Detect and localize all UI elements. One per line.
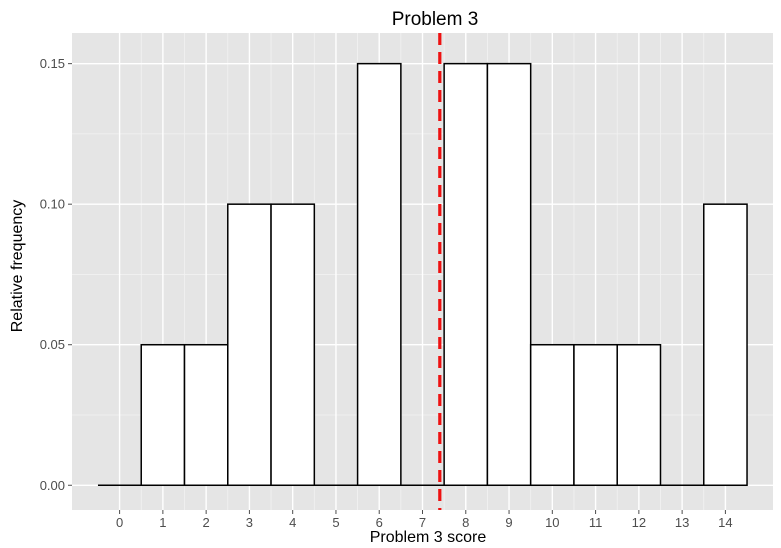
y-tick-label: 0.00 bbox=[40, 478, 65, 493]
x-tick-label: 10 bbox=[545, 515, 559, 530]
x-tick-label: 14 bbox=[718, 515, 732, 530]
y-tick-label: 0.15 bbox=[40, 56, 65, 71]
x-tick-label: 7 bbox=[419, 515, 426, 530]
x-tick-label: 3 bbox=[246, 515, 253, 530]
x-tick-label: 13 bbox=[675, 515, 689, 530]
x-tick-label: 8 bbox=[462, 515, 469, 530]
bar-9 bbox=[486, 62, 532, 487]
bar-12 bbox=[616, 343, 662, 487]
y-tick-label: 0.10 bbox=[40, 197, 65, 212]
x-tick-label: 2 bbox=[203, 515, 210, 530]
chart-title: Problem 3 bbox=[392, 9, 479, 30]
bars bbox=[97, 62, 748, 487]
bar-1 bbox=[140, 343, 186, 487]
bar-14 bbox=[703, 203, 748, 487]
y-axis-title: Relative frequency bbox=[9, 200, 26, 333]
x-tick-labels: 0 1 2 3 4 5 6 7 8 9 10 11 12 13 14 bbox=[116, 515, 733, 530]
x-tick-label: 11 bbox=[589, 515, 603, 530]
x-tick-label: 5 bbox=[332, 515, 339, 530]
bar-6 bbox=[356, 62, 402, 487]
bar-3 bbox=[227, 203, 272, 487]
x-tick-label: 1 bbox=[159, 515, 166, 530]
bar-10 bbox=[529, 343, 575, 487]
bar-2 bbox=[183, 343, 229, 487]
bar-11 bbox=[573, 343, 618, 487]
x-tick-label: 6 bbox=[376, 515, 383, 530]
x-tick-label: 0 bbox=[116, 515, 123, 530]
x-tick-label: 12 bbox=[632, 515, 646, 530]
x-tick-label: 4 bbox=[289, 515, 296, 530]
x-axis-title: Problem 3 score bbox=[370, 529, 487, 546]
y-tick-label: 0.05 bbox=[40, 337, 65, 352]
bar-8 bbox=[443, 62, 489, 487]
x-tick-label: 9 bbox=[505, 515, 512, 530]
tick-marks bbox=[68, 63, 726, 514]
y-tick-labels: 0.00 0.05 0.10 0.15 bbox=[40, 56, 65, 493]
bar-4 bbox=[270, 203, 316, 487]
